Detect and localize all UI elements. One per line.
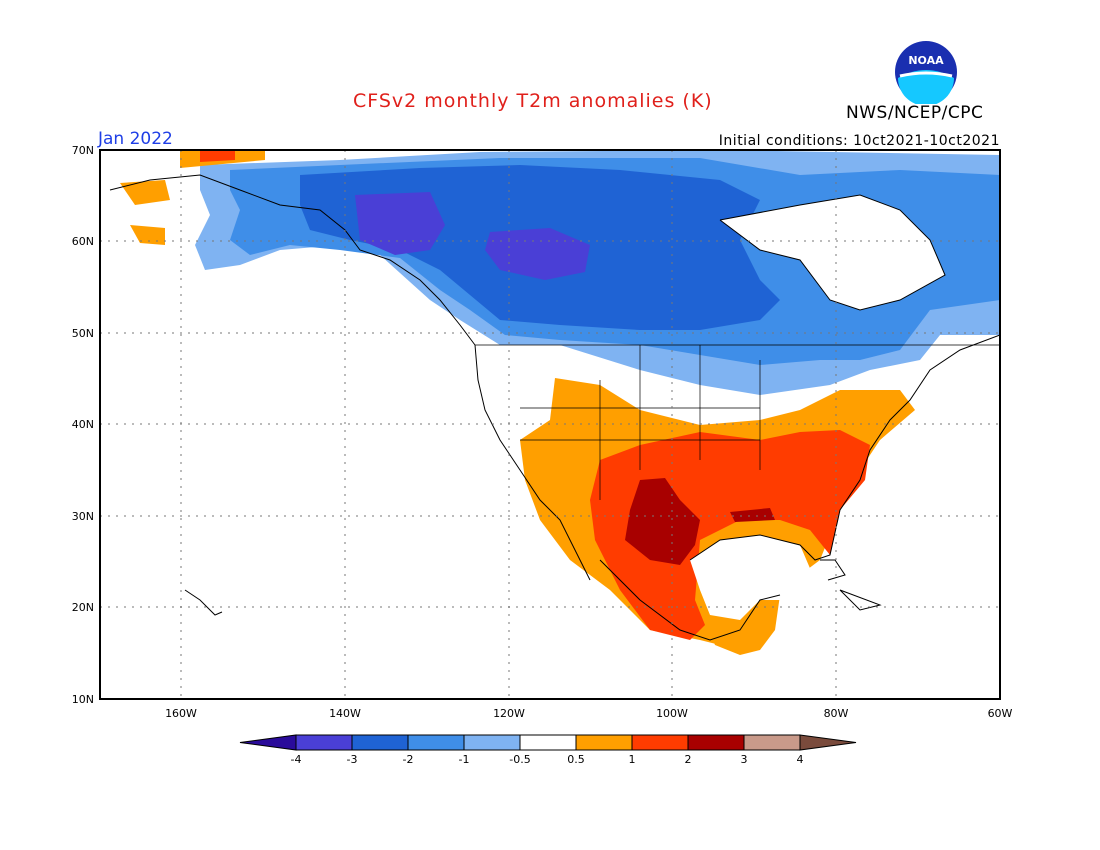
colorbar-swatch — [295, 734, 353, 751]
lon-label: 160W — [165, 707, 197, 720]
colorbar-tick-label: 1 — [629, 753, 636, 766]
colorbar-tick-label: -4 — [291, 753, 302, 766]
colorbar-arrow-right — [799, 734, 857, 751]
initial-conditions: Initial conditions: 10ct2021-10ct2021 — [718, 133, 1000, 149]
coastlines — [109, 174, 1000, 641]
anomaly-region-dark-red-2 — [730, 508, 775, 522]
lat-label: 60N — [72, 235, 94, 248]
lon-label: 80W — [824, 707, 849, 720]
colorbar-tick-label: -3 — [347, 753, 358, 766]
colorbar-swatch — [743, 734, 801, 751]
colorbar-tick-label: -2 — [403, 753, 414, 766]
colorbar-swatch — [463, 734, 521, 751]
colorbar-swatch — [575, 734, 633, 751]
anomaly-region-central-america — [705, 595, 780, 655]
greenland-neutral — [720, 195, 945, 310]
lat-label: 40N — [72, 418, 94, 431]
logo-text: NOAA — [908, 54, 944, 67]
colorbar-swatch — [687, 734, 745, 751]
colorbar-swatches — [239, 734, 857, 751]
anomaly-region-darker-blue — [355, 192, 445, 255]
colorbar-swatch — [519, 734, 577, 751]
lat-labels: 70N 60N 50N 40N 30N 20N 10N — [72, 144, 94, 706]
lon-label: 120W — [493, 707, 525, 720]
map-title: CFSv2 monthly T2m anomalies (K) — [353, 90, 713, 112]
anomaly-region-alaska-orange-2 — [130, 225, 165, 245]
lat-label: 50N — [72, 327, 94, 340]
anomaly-region-arctic-red — [200, 150, 235, 162]
lon-label: 60W — [988, 707, 1013, 720]
colorbar-swatch — [631, 734, 689, 751]
noaa-logo: NOAA — [895, 41, 957, 104]
colorbar-tick-label: 3 — [741, 753, 748, 766]
anomaly-region-dark-red — [625, 478, 700, 565]
graticule — [100, 150, 1000, 699]
lat-label: 30N — [72, 510, 94, 523]
colorbar-tick-label: 4 — [797, 753, 804, 766]
colorbar-tick-label: -1 — [459, 753, 470, 766]
colorbar-arrow-left — [239, 734, 297, 751]
lon-label: 140W — [329, 707, 361, 720]
colorbar-tick-label: 0.5 — [567, 753, 585, 766]
colorbar-labels: -4 -3 -2 -1 -0.5 0.5 1 2 3 4 — [291, 753, 804, 766]
colorbar-swatch — [407, 734, 465, 751]
colorbar-tick-label: 2 — [685, 753, 692, 766]
lat-label: 20N — [72, 601, 94, 614]
anomaly-region-darker-blue-2 — [485, 228, 590, 280]
agency-label: NWS/NCEP/CPC — [846, 103, 984, 123]
anomaly-region-alaska-orange — [120, 180, 170, 205]
lat-label: 10N — [72, 693, 94, 706]
gulf-of-mexico — [690, 535, 815, 620]
lat-label: 70N — [72, 144, 94, 157]
lon-label: 100W — [656, 707, 688, 720]
forecast-month: Jan 2022 — [98, 129, 173, 149]
colorbar-swatch — [351, 734, 409, 751]
map-frame — [99, 149, 1001, 700]
lon-labels: 160W 140W 120W 100W 80W 60W — [165, 707, 1012, 720]
colorbar-tick-label: -0.5 — [509, 753, 530, 766]
